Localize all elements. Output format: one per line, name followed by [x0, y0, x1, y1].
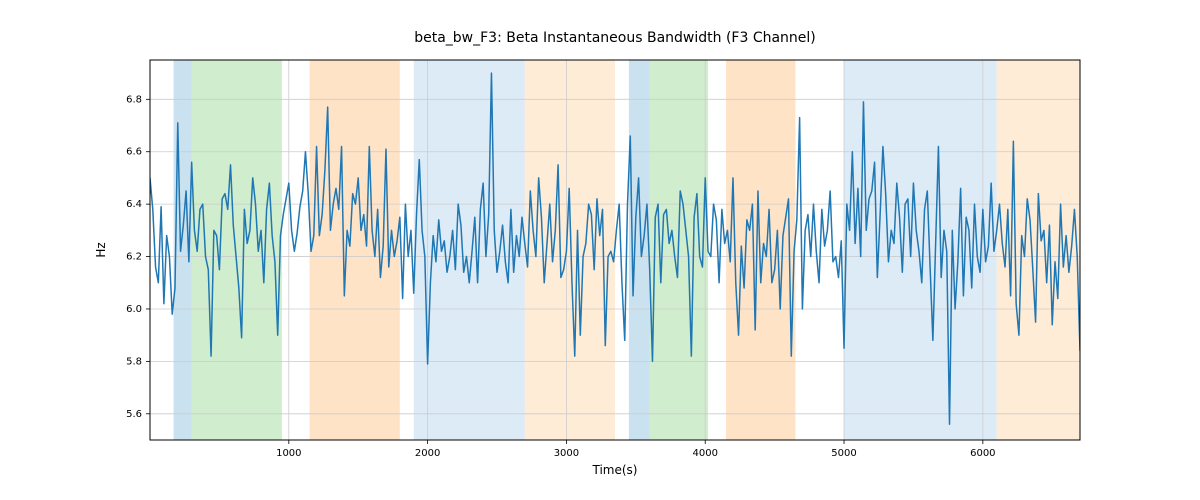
y-tick-label: 5.6	[126, 409, 142, 420]
y-tick-label: 5.8	[126, 356, 142, 367]
y-tick-label: 6.6	[126, 147, 142, 158]
x-tick-label: 3000	[554, 448, 579, 459]
x-tick-label: 6000	[970, 448, 995, 459]
x-axis-label: Time(s)	[592, 463, 638, 477]
y-tick-label: 6.8	[126, 94, 142, 105]
timeseries-chart: 1000 2000 3000 4000 5000 6000 5.6 5.8 6.0 6.2 6.4 6…	[0, 0, 1200, 500]
y-tick-label: 6.4	[126, 199, 142, 210]
x-tick-label: 2000	[415, 448, 440, 459]
y-tick-label: 6.0	[126, 304, 142, 315]
y-axis-label: Hz	[94, 242, 108, 257]
chart-container: 1000 2000 3000 4000 5000 6000 5.6 5.8 6.0 6.2 6.4 6…	[0, 0, 1200, 500]
y-tick-label: 6.2	[126, 252, 142, 263]
x-tick-label: 5000	[831, 448, 856, 459]
chart-title: beta_bw_F3: Beta Instantaneous Bandwidth…	[414, 30, 816, 46]
x-tick-label: 4000	[692, 448, 717, 459]
x-tick-label: 1000	[276, 448, 301, 459]
